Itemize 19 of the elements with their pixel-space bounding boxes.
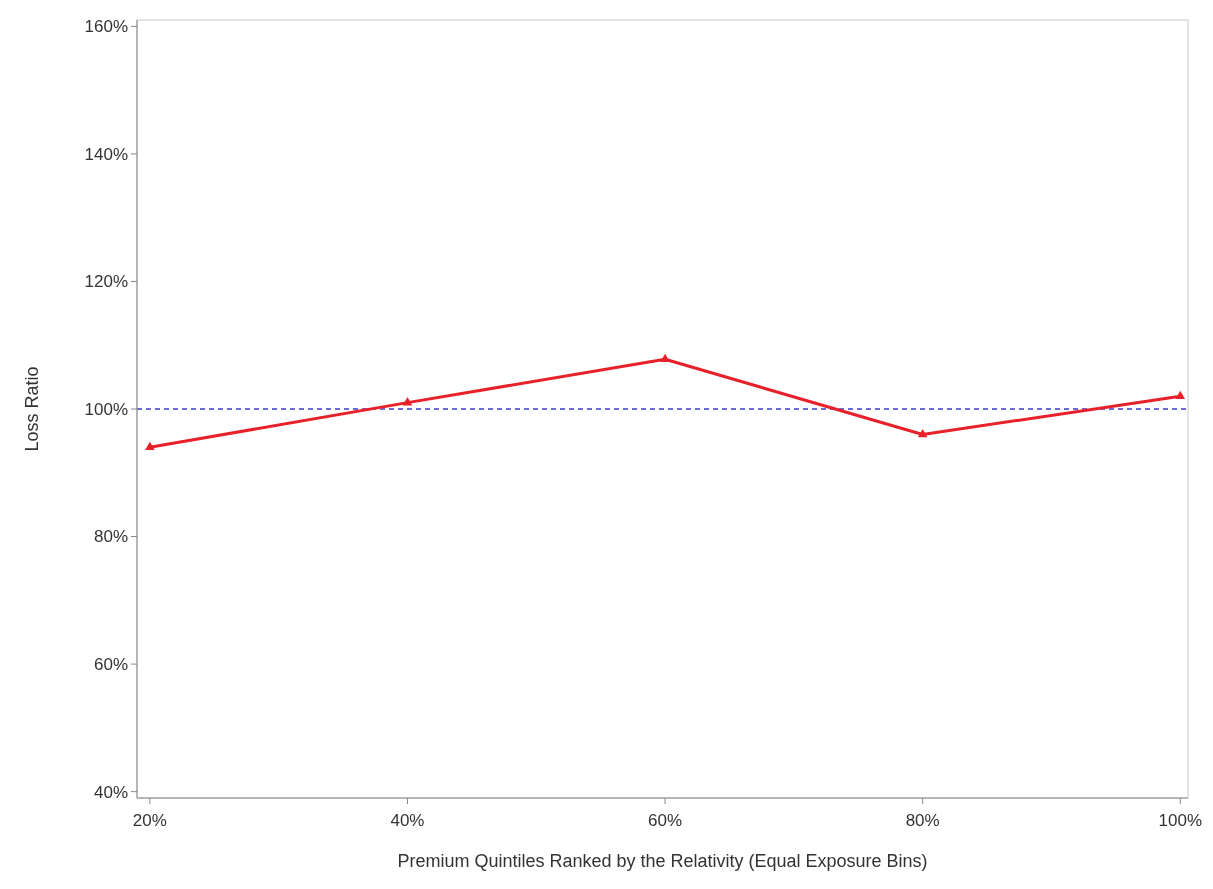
x-axis-title: Premium Quintiles Ranked by the Relativity (Equal Exposure Bins) bbox=[397, 851, 928, 871]
x-tick-label: 40% bbox=[390, 811, 425, 830]
y-tick-label: 120% bbox=[84, 272, 128, 292]
x-tick-label: 20% bbox=[132, 811, 167, 830]
point bbox=[917, 428, 928, 438]
y-tick-label: 40% bbox=[93, 782, 128, 802]
y-axis-title: Loss Ratio bbox=[22, 366, 42, 452]
y-tick-label: 80% bbox=[93, 527, 128, 547]
x-tick-label: 100% bbox=[1158, 811, 1203, 830]
x-tick-label: 80% bbox=[905, 811, 940, 830]
y-tick-label: 60% bbox=[93, 655, 128, 675]
point bbox=[660, 353, 670, 363]
x-tick-label: 60% bbox=[648, 811, 683, 830]
point bbox=[145, 441, 155, 451]
y-tick-label: 140% bbox=[84, 144, 128, 164]
y-tick-label: 100% bbox=[84, 399, 128, 419]
y-tick-label: 160% bbox=[84, 17, 128, 37]
point bbox=[1175, 390, 1186, 400]
point bbox=[402, 397, 413, 406]
